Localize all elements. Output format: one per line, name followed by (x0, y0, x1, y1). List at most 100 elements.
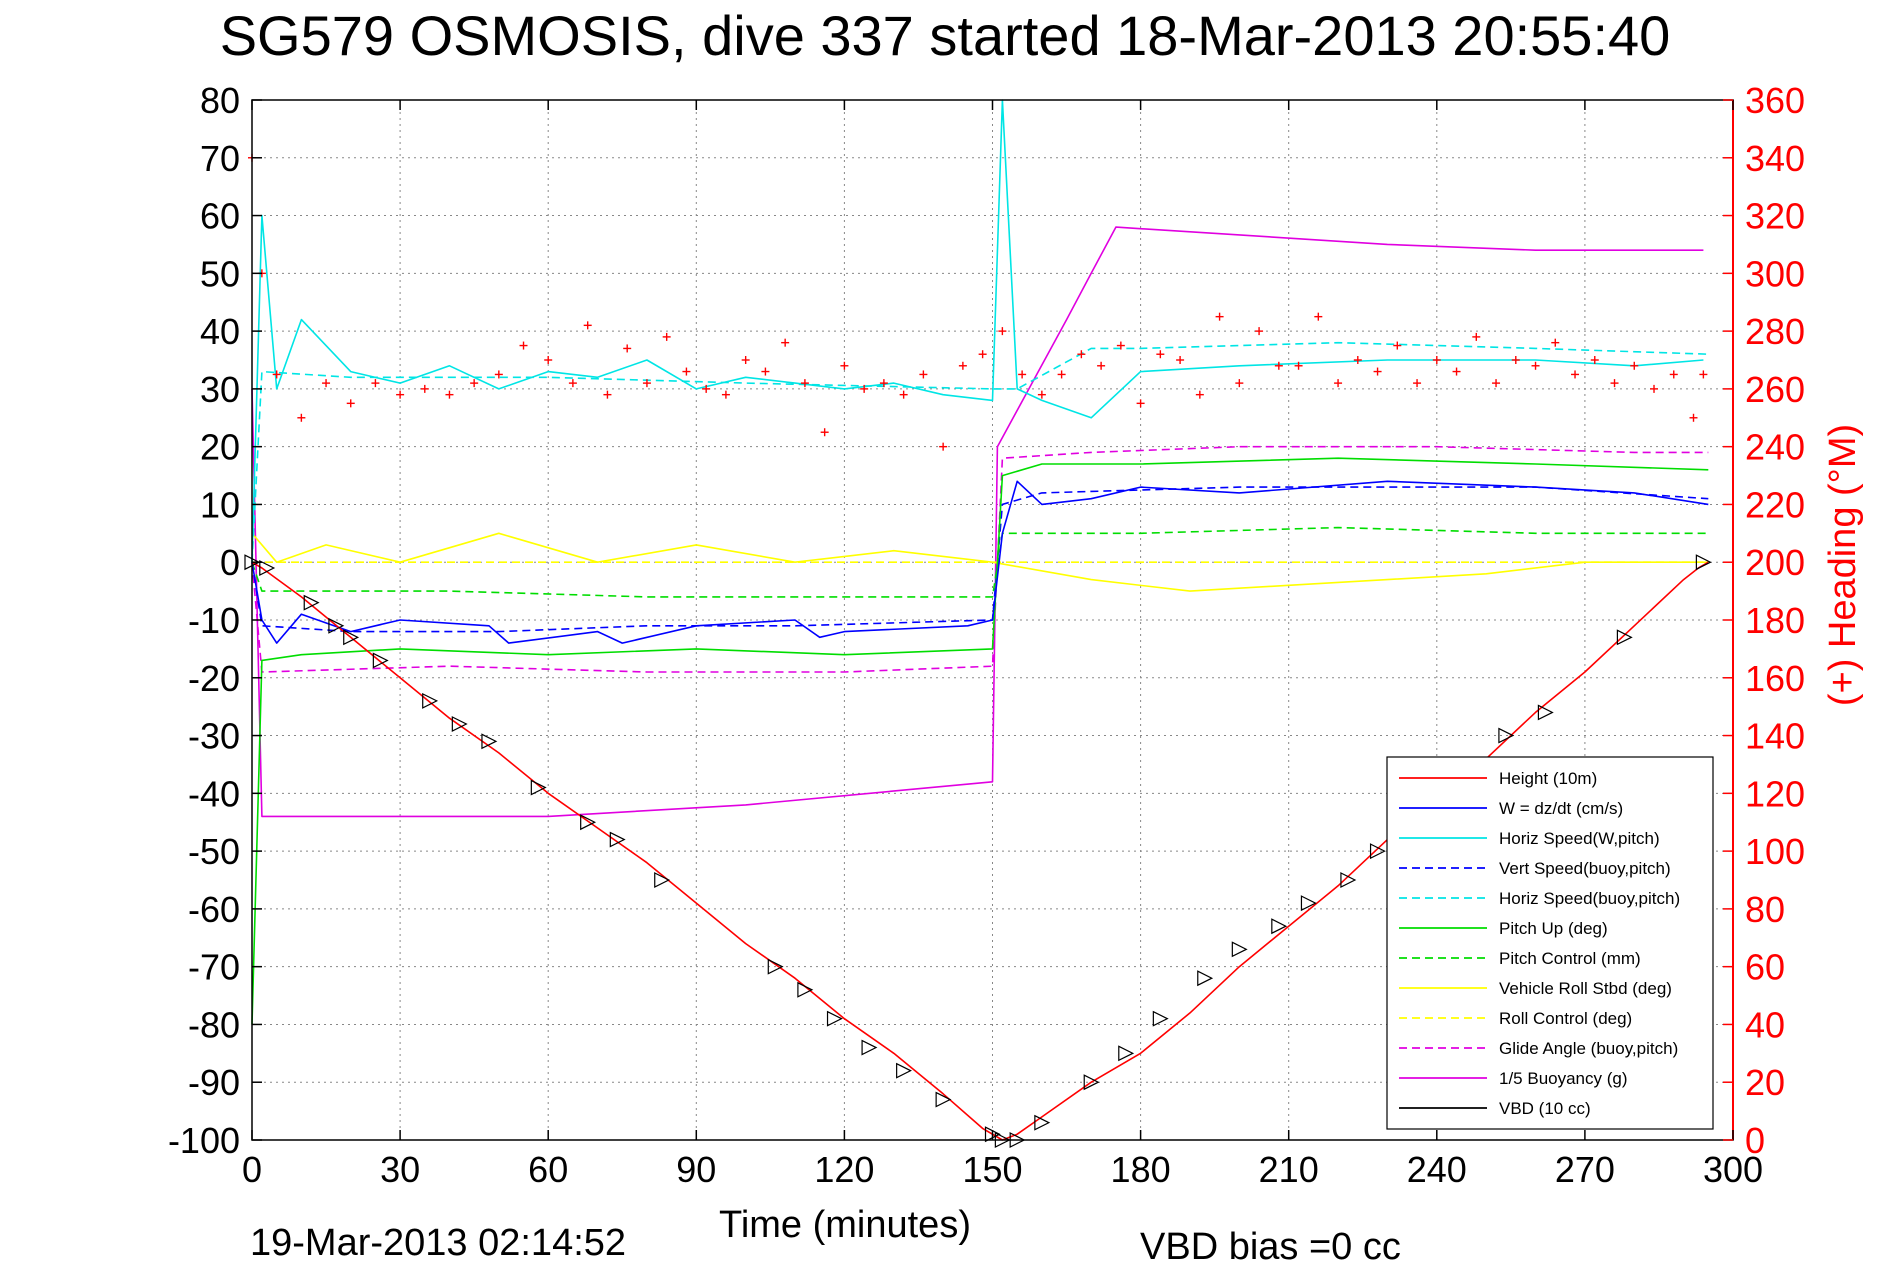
legend: Height (10m) W = dz/dt (cm/s) Horiz Speed(… (1386, 756, 1714, 1130)
dive-marker (303, 594, 320, 611)
series-line-2 (251, 99, 1704, 563)
y-tick-label: 10 (200, 484, 240, 525)
y-tick-label: 60 (200, 196, 240, 237)
legend-entry-9: Glide Angle (buoy,pitch) (1499, 1039, 1678, 1058)
y2-tick-label: 340 (1745, 138, 1805, 179)
x-tick-label: 90 (676, 1149, 716, 1190)
y-tick-label: -10 (188, 600, 240, 641)
y2-tick-label: 300 (1745, 253, 1805, 294)
y-tick-label: -70 (188, 947, 240, 988)
dive-marker (580, 814, 597, 831)
x-tick-label: 210 (1259, 1149, 1319, 1190)
x-tick-label: 240 (1407, 1149, 1467, 1190)
y-tick-label: -100 (168, 1120, 240, 1161)
y-tick-label: 80 (200, 80, 240, 121)
dive-marker (328, 617, 345, 634)
y2-axis-ticks: 3603403203002802602402202001801601401201… (1723, 80, 1805, 1161)
dive-marker (609, 831, 626, 848)
dive-marker (797, 981, 814, 998)
dive-marker (1083, 1074, 1100, 1091)
x-tick-label: 0 (242, 1149, 262, 1190)
dive-marker (1118, 1045, 1135, 1062)
y2-tick-label: 0 (1745, 1120, 1765, 1161)
y-tick-label: -80 (188, 1004, 240, 1045)
series-line-1 (251, 480, 1709, 644)
y2-tick-label: 320 (1745, 196, 1805, 237)
dive-marker (1034, 1114, 1051, 1131)
x-tick-label: 300 (1703, 1149, 1763, 1190)
dive-marker (935, 1091, 952, 1108)
legend-entry-8: Roll Control (deg) (1499, 1009, 1632, 1028)
dive-marker (1616, 629, 1633, 646)
dive-marker (343, 629, 360, 646)
chart-title: SG579 OSMOSIS, dive 337 started 18-Mar-2… (220, 4, 1671, 67)
heading-layer (248, 153, 1708, 451)
dive-marker (481, 733, 498, 750)
dive-marker (1231, 941, 1248, 958)
dive-marker (1498, 727, 1515, 744)
y2-tick-label: 140 (1745, 716, 1805, 757)
legend-entry-0: Height (10m) (1499, 769, 1597, 788)
legend-entry-4: Horiz Speed(buoy,pitch) (1499, 889, 1680, 908)
y-tick-label: -90 (188, 1062, 240, 1103)
series-line-10 (251, 226, 1704, 818)
x-tick-label: 30 (380, 1149, 420, 1190)
series-line-3 (251, 486, 1709, 633)
y-tick-label: 0 (220, 542, 240, 583)
dive-marker (861, 1039, 878, 1056)
x-tick-label: 270 (1555, 1149, 1615, 1190)
legend-entry-6: Pitch Control (mm) (1499, 949, 1641, 968)
dive-marker (1695, 554, 1712, 571)
y-tick-label: 40 (200, 311, 240, 352)
y2-tick-label: 60 (1745, 947, 1785, 988)
y2-tick-label: 220 (1745, 484, 1805, 525)
dive-marker (451, 716, 468, 732)
y-axis-ticks: 80 70 60 50 40 30 20 10 0 -10 -20 -30 -40 -50 -60 -70 -8… (168, 80, 262, 1161)
y-tick-label: -30 (188, 716, 240, 757)
legend-entry-11: VBD (10 cc) (1499, 1099, 1591, 1118)
series-line-5 (251, 457, 1709, 1025)
dive-marker (654, 872, 671, 888)
dive-marker (1271, 918, 1288, 935)
legend-entry-7: Vehicle Roll Stbd (deg) (1499, 979, 1672, 998)
x-tick-label: 120 (814, 1149, 874, 1190)
series-line-7 (251, 532, 1709, 592)
y-tick-label: -40 (188, 773, 240, 814)
legend-entry-10: 1/5 Buoyancy (g) (1499, 1069, 1628, 1088)
legend-box (1386, 756, 1714, 1130)
y2-tick-label: 200 (1745, 542, 1805, 583)
y2-tick-label: 180 (1745, 600, 1805, 641)
y-tick-label: -50 (188, 831, 240, 872)
y2-tick-label: 100 (1745, 831, 1805, 872)
dive-marker (826, 1010, 843, 1027)
dive-marker (1300, 895, 1317, 912)
vbd-bias-label: VBD bias =0 cc (1140, 1226, 1401, 1262)
dive-marker (530, 779, 547, 796)
dive-marker (1340, 872, 1357, 888)
dive-marker (259, 560, 276, 576)
dive-marker (767, 958, 784, 975)
legend-entry-3: Vert Speed(buoy,pitch) (1499, 859, 1671, 878)
dive-marker (1197, 970, 1214, 987)
x-tick-label: 150 (962, 1149, 1022, 1190)
x-tick-label: 60 (528, 1149, 568, 1190)
legend-entry-5: Pitch Up (deg) (1499, 919, 1608, 938)
y2-tick-label: 240 (1745, 427, 1805, 468)
dive-marker (422, 692, 439, 709)
y-tick-label: 30 (200, 369, 240, 410)
dive-marker (1152, 1010, 1169, 1027)
x-axis-label: Time (minutes) (719, 1204, 971, 1246)
y2-tick-label: 260 (1745, 369, 1805, 410)
y2-tick-label: 120 (1745, 773, 1805, 814)
legend-entry-2: Horiz Speed(W,pitch) (1499, 829, 1660, 848)
x-axis-ticks: 0 30 60 90 120 150 180 210 240 270 300 (242, 100, 1763, 1190)
dive-marker (896, 1062, 912, 1079)
series-line-9 (251, 445, 1709, 673)
dive-marker (1537, 704, 1554, 721)
y-tick-label: -20 (188, 658, 240, 699)
y-tick-label: 20 (200, 427, 240, 468)
y2-tick-label: 20 (1745, 1062, 1785, 1103)
series-line-6 (251, 526, 1709, 598)
series-line-4 (251, 341, 1709, 563)
